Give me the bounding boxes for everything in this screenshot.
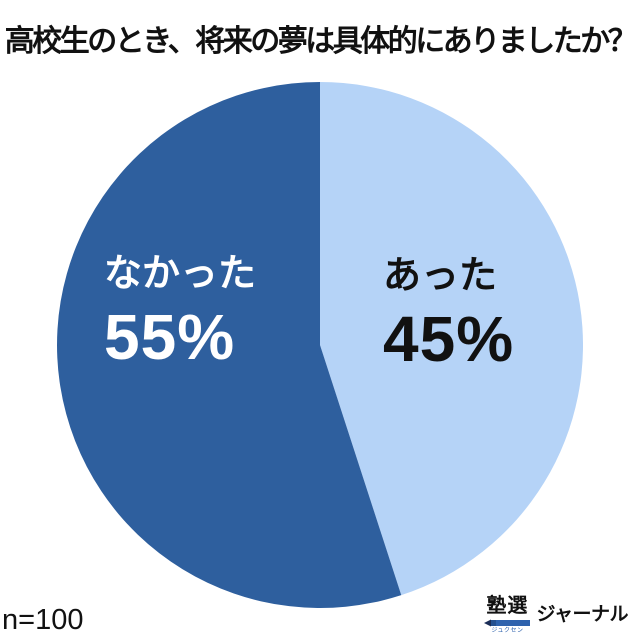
slice-label-group-light: あった 45% bbox=[383, 257, 514, 371]
slice-value-nakatta: 55% bbox=[104, 301, 236, 373]
slice-label-group-dark: なかった 55% bbox=[104, 255, 256, 369]
slice-label-nakatta: なかった bbox=[104, 253, 257, 295]
jukusen-journal-logo: 塾選 ジュクセン ジャーナル bbox=[484, 595, 628, 634]
pie-svg bbox=[57, 82, 583, 608]
logo-brand-text: 塾選 bbox=[486, 595, 529, 617]
logo-brand-block: 塾選 ジュクセン bbox=[484, 595, 531, 634]
pie-chart bbox=[57, 82, 583, 608]
pie-slice-なかった bbox=[57, 82, 402, 608]
logo-furigana-text: ジュクセン bbox=[491, 628, 524, 634]
sample-size-note: n=100 bbox=[2, 604, 84, 636]
pie-slice-あった bbox=[320, 82, 583, 596]
slice-value-atta: 45% bbox=[383, 303, 515, 375]
pencil-icon bbox=[484, 619, 531, 627]
logo-journal-text: ジャーナル bbox=[536, 604, 628, 625]
chart-title: 高校生のとき、将来の夢は具体的にありましたか？ bbox=[4, 25, 638, 58]
slice-label-atta: あった bbox=[383, 255, 498, 297]
